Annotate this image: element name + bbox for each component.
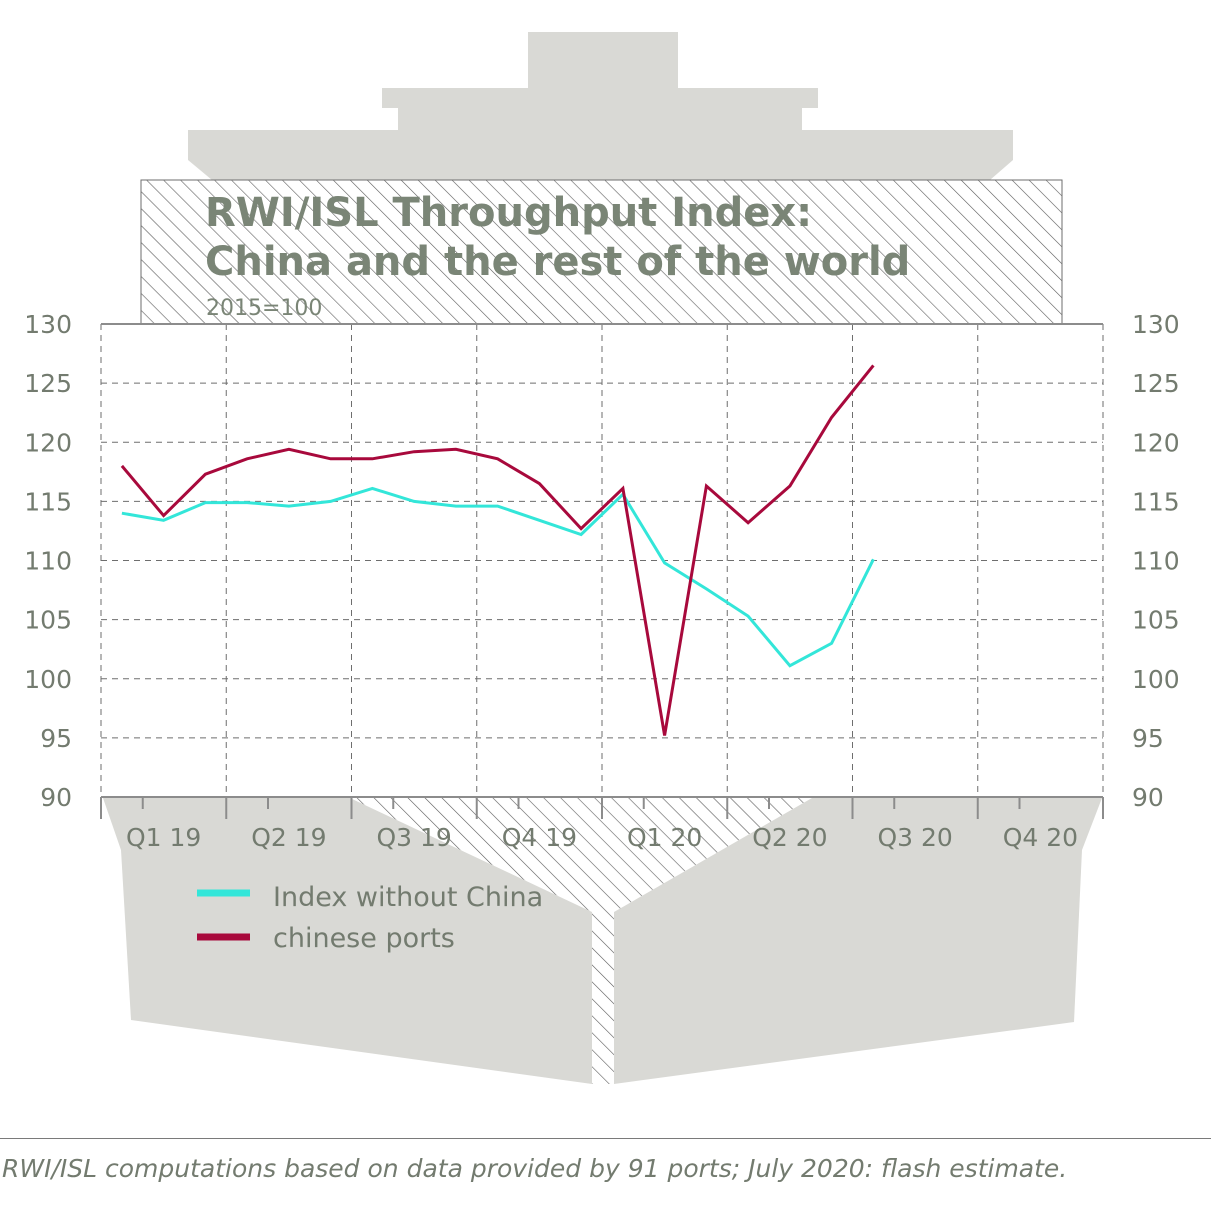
y-tick-label-left: 90: [40, 783, 72, 812]
y-tick-label-right: 90: [1132, 783, 1164, 812]
legend-label-chinese-ports: chinese ports: [273, 923, 455, 954]
title-hatch-panel: [140, 179, 1063, 325]
series-lines: [120, 364, 875, 736]
footer-note: RWI/ISL computations based on data provi…: [2, 1154, 1068, 1183]
x-tick-label: Q2 19: [251, 823, 326, 852]
y-tick-label-right: 120: [1132, 428, 1180, 457]
y-tick-label-left: 110: [24, 547, 72, 576]
y-tick-label-left: 115: [24, 487, 72, 516]
y-tick-label-left: 100: [24, 665, 72, 694]
series-line-chinese-ports: [120, 364, 875, 736]
chart-subtitle: 2015=100: [206, 296, 322, 321]
chart-title-line-2: China and the rest of the world: [205, 239, 910, 285]
x-tick-label: Q3 20: [877, 823, 952, 852]
footer-rule: [0, 1138, 1211, 1139]
x-tick-label: Q2 20: [752, 823, 827, 852]
x-tick-label: Q3 19: [376, 823, 451, 852]
y-tick-label-left: 130: [24, 310, 72, 339]
axes: [100, 323, 1104, 819]
y-tick-label-right: 125: [1132, 369, 1180, 398]
y-tick-label-right: 105: [1132, 606, 1180, 635]
y-tick-label-left: 125: [24, 369, 72, 398]
y-tick-label-left: 120: [24, 428, 72, 457]
series-line-index-without-china: [121, 486, 875, 668]
ship-hull: [103, 798, 1102, 1084]
hull-hatch-wedge: [350, 798, 812, 1084]
y-tick-label-right: 130: [1132, 310, 1180, 339]
y-tick-label-right: 115: [1132, 487, 1180, 516]
x-tick-label: Q4 20: [1003, 823, 1078, 852]
y-tick-labels: 130 130 125 125 120 120 115 115 110 110 105 105 100 1…: [24, 310, 1179, 812]
y-tick-label-left: 105: [24, 606, 72, 635]
y-tick-label-right: 110: [1132, 547, 1180, 576]
legend: Index without China chinese ports: [197, 882, 543, 954]
ship-superstructure: [188, 32, 1013, 180]
y-tick-label-right: 95: [1132, 724, 1164, 753]
y-tick-label-right: 100: [1132, 665, 1180, 694]
x-tick-labels: Q1 19 Q2 19 Q3 19 Q4 19 Q1 20 Q2 20 Q3 20 Q4 20: [126, 823, 1078, 852]
x-tick-label: Q1 20: [627, 823, 702, 852]
grid: [100, 324, 1104, 797]
x-tick-label: Q1 19: [126, 823, 201, 852]
x-tick-label: Q4 19: [502, 823, 577, 852]
legend-label-index-without-china: Index without China: [273, 882, 543, 913]
y-tick-label-left: 95: [40, 724, 72, 753]
chart-title: RWI/ISL Throughput Index:: [205, 190, 812, 236]
